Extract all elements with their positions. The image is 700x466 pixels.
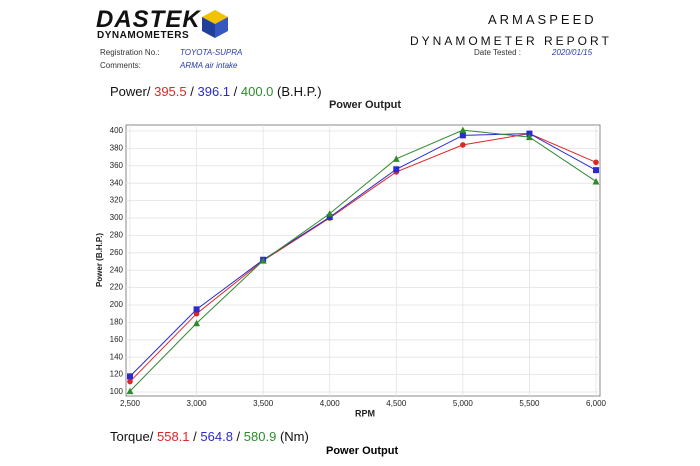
y-tick-label: 280 bbox=[110, 231, 124, 240]
y-tick-label: 400 bbox=[110, 126, 124, 135]
y-tick-label: 100 bbox=[110, 387, 124, 396]
x-tick-label: 5,000 bbox=[453, 399, 474, 408]
x-tick-label: 4,000 bbox=[320, 399, 341, 408]
x-tick-label: 6,000 bbox=[586, 399, 607, 408]
second-chart-title: Power Output bbox=[326, 445, 399, 457]
series-line bbox=[129, 133, 597, 377]
series-line bbox=[129, 129, 597, 392]
torque-peak: 558.1 bbox=[157, 429, 190, 444]
series-line bbox=[129, 133, 597, 382]
date-value: 2020/01/15 bbox=[552, 48, 593, 57]
comments-value: ARMA air intake bbox=[180, 61, 238, 70]
y-tick-label: 200 bbox=[110, 300, 124, 309]
y-tick-label: 220 bbox=[110, 283, 124, 292]
plot-area bbox=[125, 124, 601, 397]
y-tick-label: 380 bbox=[110, 144, 124, 153]
chart: Power Output RPM Power (B.H.P.) 100 120 14… bbox=[95, 99, 607, 418]
registration-label: Registration No.: bbox=[100, 48, 160, 57]
logo-text: DASTEK bbox=[96, 6, 201, 33]
y-tick-label: 340 bbox=[110, 178, 124, 187]
logo-cube bbox=[202, 10, 228, 38]
power-peak: 400.0 bbox=[240, 84, 274, 99]
point bbox=[392, 155, 400, 162]
y-tick-label: 320 bbox=[110, 196, 124, 205]
comments-label: Comments: bbox=[100, 61, 141, 70]
x-tick-label: 3,500 bbox=[253, 399, 274, 408]
y-tick-label: 160 bbox=[110, 335, 124, 344]
x-tick-label: 3,000 bbox=[187, 399, 208, 408]
logo-subtext: DYNAMOMETERS bbox=[97, 30, 190, 41]
chart-title: Power Output bbox=[329, 99, 401, 111]
point bbox=[393, 166, 400, 173]
company: ARMASPEED bbox=[488, 12, 597, 27]
x-tick-label: 5,500 bbox=[519, 399, 540, 408]
point bbox=[525, 133, 533, 141]
x-tick-label: 4,500 bbox=[386, 399, 407, 408]
x-axis-label: RPM bbox=[355, 408, 375, 418]
torque-summary: Torque/ 558.1 / 564.8 / 580.9 (Nm) bbox=[110, 429, 309, 444]
torque-peak: 580.9 bbox=[243, 429, 277, 444]
point bbox=[459, 132, 466, 139]
point bbox=[460, 142, 466, 148]
point bbox=[459, 126, 467, 134]
point bbox=[259, 257, 267, 264]
point bbox=[127, 378, 133, 385]
y-tick-label: 120 bbox=[110, 370, 124, 379]
y-tick-label: 240 bbox=[110, 265, 124, 274]
point bbox=[593, 167, 599, 174]
point bbox=[127, 373, 133, 380]
power-summary: Power/ 395.5 / 396.1 / 400.0 (B.H.P.) bbox=[110, 84, 322, 99]
point bbox=[126, 387, 134, 395]
y-tick-label: 360 bbox=[110, 161, 124, 170]
torque-peak: 564.8 bbox=[200, 429, 233, 444]
torque-unit: (Nm) bbox=[279, 429, 309, 444]
y-tick-label: 180 bbox=[110, 318, 124, 327]
power-peak: 396.1 bbox=[197, 84, 231, 99]
report-title: DYNAMOMETER REPORT bbox=[410, 34, 612, 48]
date-label: Date Tested : bbox=[474, 48, 521, 57]
y-tick-label: 260 bbox=[110, 248, 124, 257]
power-label: Power/ bbox=[110, 84, 151, 99]
x-tick-label: 2,500 bbox=[120, 399, 141, 408]
point bbox=[592, 177, 600, 185]
point bbox=[593, 159, 599, 166]
y-tick-label: 140 bbox=[110, 352, 124, 361]
power-peak: 395.5 bbox=[154, 84, 187, 99]
point bbox=[193, 306, 200, 313]
torque-label: Torque/ bbox=[110, 429, 154, 444]
y-axis-label: Power (B.H.P.) bbox=[95, 233, 104, 287]
point bbox=[326, 210, 334, 217]
point bbox=[326, 214, 333, 221]
y-tick-label: 300 bbox=[110, 213, 124, 222]
registration-value: TOYOTA-SUPRA bbox=[180, 48, 243, 57]
power-unit: (B.H.P.) bbox=[277, 84, 322, 99]
point bbox=[193, 319, 201, 327]
